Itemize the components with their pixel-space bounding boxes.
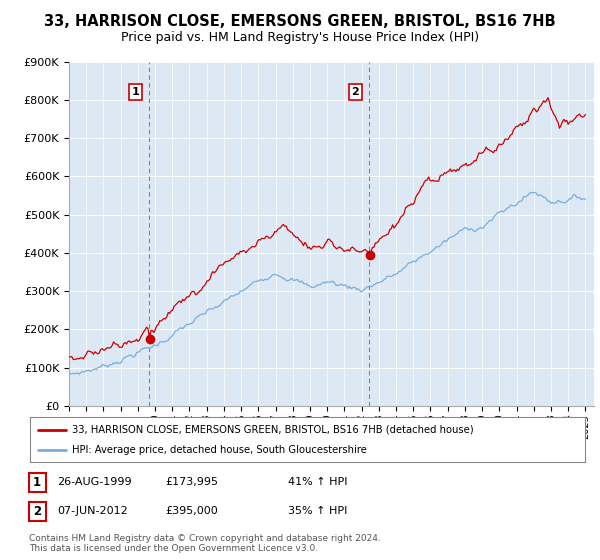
Text: 33, HARRISON CLOSE, EMERSONS GREEN, BRISTOL, BS16 7HB: 33, HARRISON CLOSE, EMERSONS GREEN, BRIS… — [44, 14, 556, 29]
Text: 26-AUG-1999: 26-AUG-1999 — [57, 477, 131, 487]
Text: 2: 2 — [33, 505, 41, 518]
Text: 1: 1 — [33, 475, 41, 489]
Text: 2: 2 — [352, 87, 359, 97]
Text: HPI: Average price, detached house, South Gloucestershire: HPI: Average price, detached house, Sout… — [71, 445, 367, 455]
Text: 35% ↑ HPI: 35% ↑ HPI — [288, 506, 347, 516]
Text: 41% ↑ HPI: 41% ↑ HPI — [288, 477, 347, 487]
Text: Contains HM Land Registry data © Crown copyright and database right 2024.
This d: Contains HM Land Registry data © Crown c… — [29, 534, 380, 553]
Text: 33, HARRISON CLOSE, EMERSONS GREEN, BRISTOL, BS16 7HB (detached house): 33, HARRISON CLOSE, EMERSONS GREEN, BRIS… — [71, 424, 473, 435]
Text: £173,995: £173,995 — [165, 477, 218, 487]
Text: £395,000: £395,000 — [165, 506, 218, 516]
Text: 1: 1 — [131, 87, 139, 97]
Text: 07-JUN-2012: 07-JUN-2012 — [57, 506, 128, 516]
Text: Price paid vs. HM Land Registry's House Price Index (HPI): Price paid vs. HM Land Registry's House … — [121, 31, 479, 44]
